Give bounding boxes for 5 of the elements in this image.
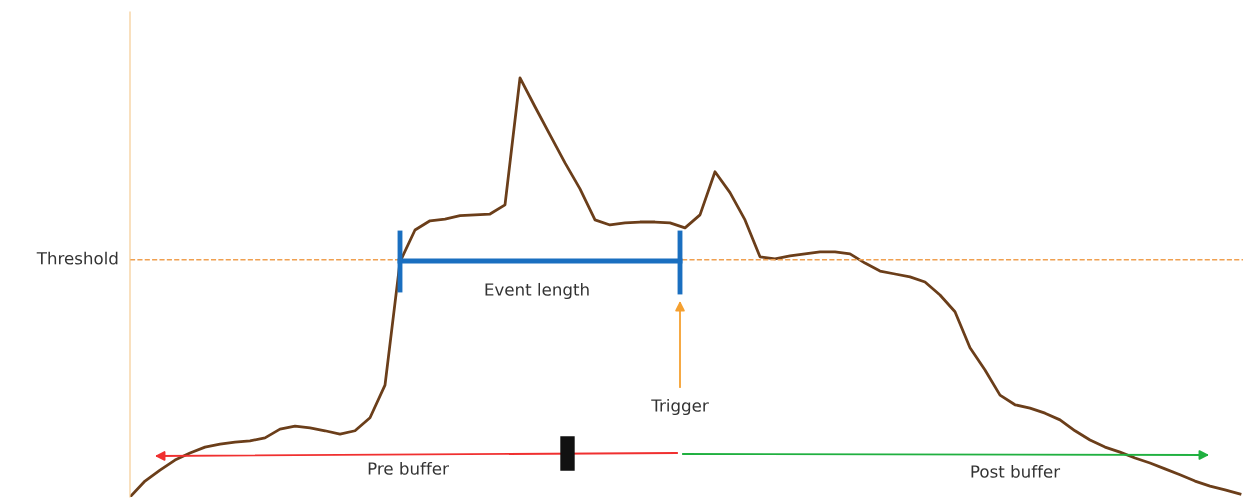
annotation: Event length — [485, 282, 589, 300]
annotation: Post buffer — [971, 464, 1061, 478]
ref-line-label: Threshold — [36, 251, 118, 265]
annotation: Pre buffer — [368, 461, 449, 475]
annotation: Trigger — [651, 398, 709, 416]
